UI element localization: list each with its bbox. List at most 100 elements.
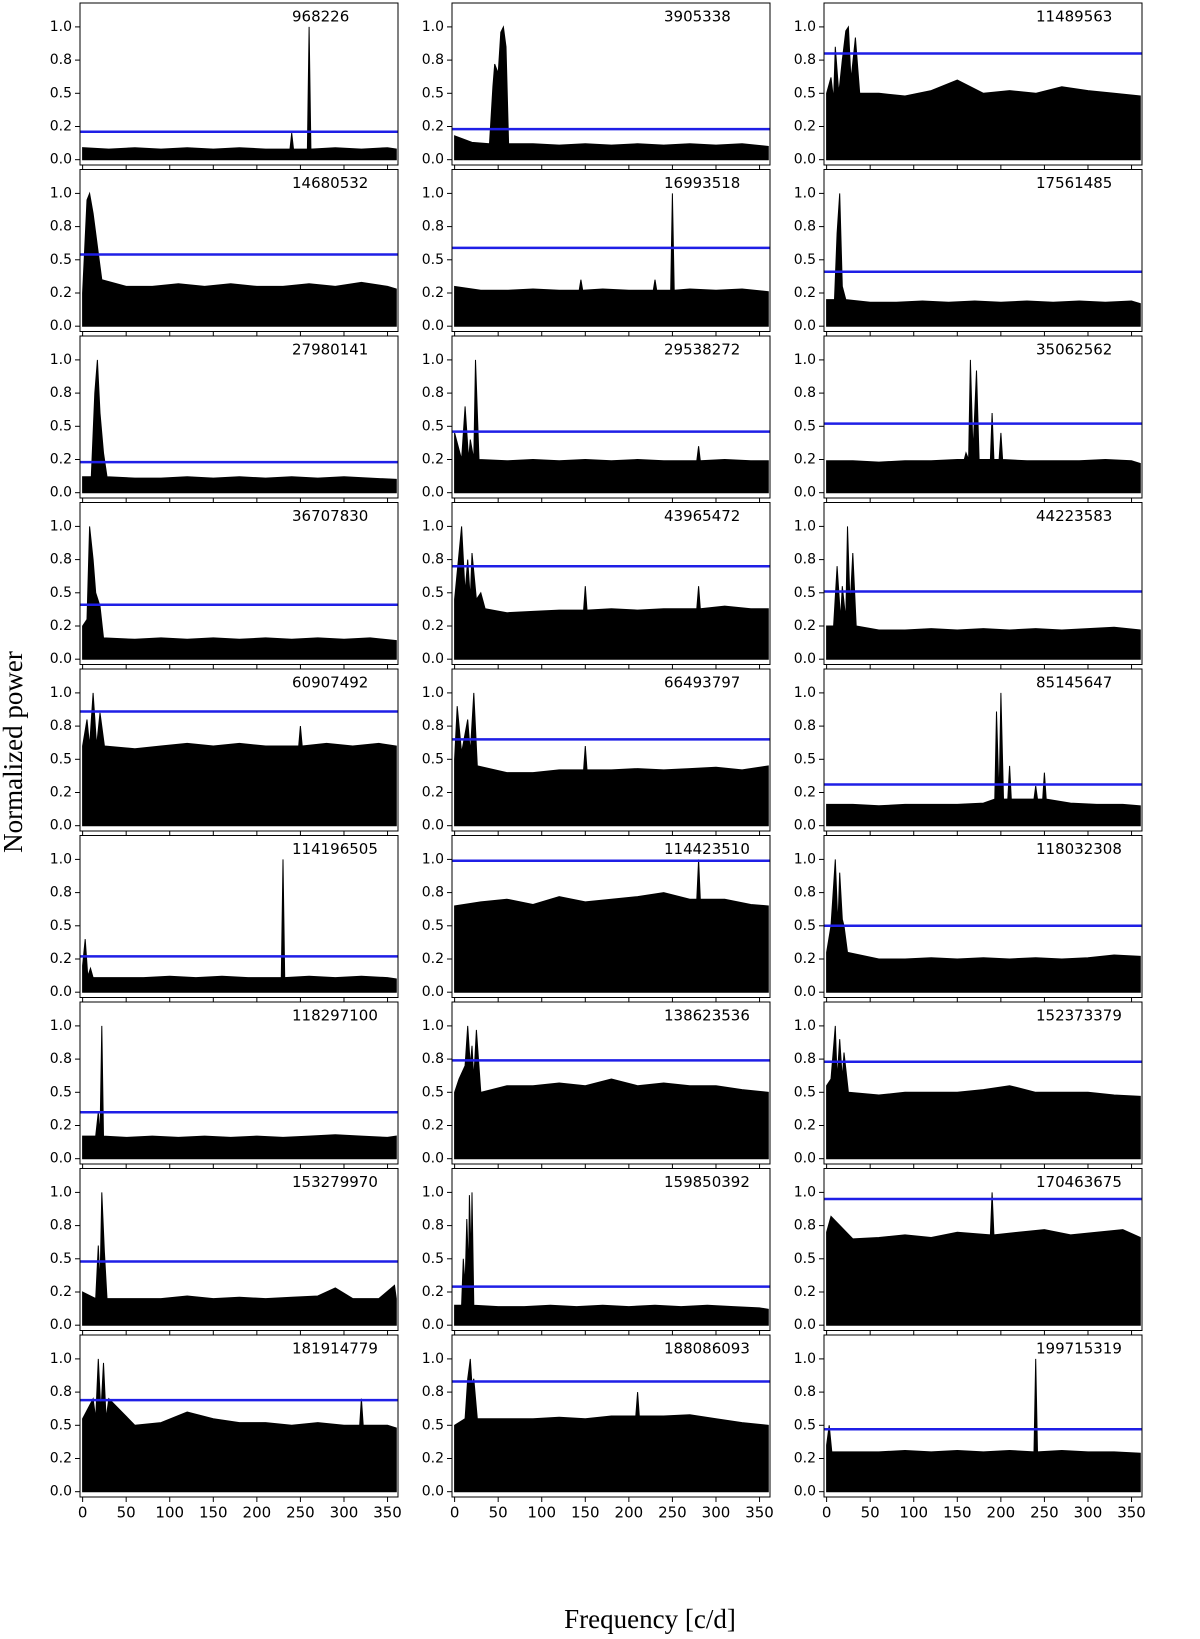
plot-area (452, 1025, 770, 1160)
y-tick-label: 1.0 (50, 685, 72, 701)
y-tick-label: 1.0 (422, 1351, 444, 1367)
y-tick-label: 0.8 (794, 1218, 816, 1234)
panel-frame (451, 2, 771, 166)
y-tick-label: 0.0 (794, 1484, 816, 1500)
y-tick-label: 0.8 (794, 885, 816, 901)
panel-title: 44223583 (1036, 507, 1112, 525)
panel-title: 159850392 (664, 1173, 750, 1191)
panel-frame (79, 2, 399, 166)
plot-area (80, 1192, 398, 1326)
power-spectrum (82, 26, 397, 161)
power-spectrum (826, 25, 1141, 161)
y-tick-label: 0.5 (794, 418, 816, 434)
panel: 11489563 0.0 0.2 0.5 0.8 1.0 (794, 2, 1143, 170)
y-tick-label: 1.0 (794, 19, 816, 35)
power-spectrum (454, 1025, 769, 1160)
panel-frame (823, 1001, 1143, 1165)
y-tick-label: 0.2 (794, 951, 816, 967)
panel-frame (451, 835, 771, 998)
panel: 114423510 0.0 0.2 0.5 0.8 1.0 (422, 835, 771, 1003)
panel-title: 181914779 (292, 1340, 378, 1358)
panel: 14680532 0.0 0.2 0.5 0.8 1.0 (50, 169, 399, 337)
y-tick-label: 0.2 (422, 118, 444, 134)
panel: 27980141 0.0 0.2 0.5 0.8 1.0 (50, 335, 399, 503)
y-tick-label: 0.0 (50, 1317, 72, 1333)
y-tick-label: 0.5 (422, 1417, 444, 1433)
panel-title: 3905338 (664, 8, 731, 26)
y-tick-label: 0.8 (50, 52, 72, 68)
panel-title: 152373379 (1036, 1007, 1122, 1025)
panel-title: 11489563 (1036, 8, 1112, 26)
power-spectrum (82, 859, 397, 993)
power-spectrum (826, 1025, 1141, 1160)
y-tick-label: 0.5 (422, 85, 444, 101)
y-tick-label: 0.8 (422, 718, 444, 734)
y-tick-label: 0.8 (794, 718, 816, 734)
y-tick-label: 0.0 (422, 152, 444, 168)
panel-frame (823, 1168, 1143, 1331)
panel-title: 16993518 (664, 174, 740, 192)
panel: 114196505 0.0 0.2 0.5 0.8 1.0 (50, 835, 399, 1003)
panel-frame (451, 1001, 771, 1165)
y-tick-label: 1.0 (50, 352, 72, 368)
panel: 199715319 0.0 0.2 0.5 0.8 1.0 0 50 100 150 200 250 3… (794, 1334, 1146, 1522)
panel: 138623536 0.0 0.2 0.5 0.8 1.0 (422, 1001, 771, 1169)
plot-area (80, 1025, 398, 1160)
panel-frame (79, 835, 399, 998)
y-tick-label: 0.5 (794, 1084, 816, 1100)
panel-frame (79, 335, 399, 499)
plot-area (824, 359, 1142, 494)
x-tick-label: 200 (243, 1504, 272, 1522)
x-tick-label: 150 (943, 1504, 972, 1522)
y-tick-label: 0.8 (794, 552, 816, 568)
power-spectrum (826, 526, 1141, 660)
y-tick-label: 0.2 (422, 285, 444, 301)
y-tick-label: 0.0 (50, 984, 72, 1000)
y-tick-label: 0.0 (422, 818, 444, 834)
panel-title: 138623536 (664, 1007, 750, 1025)
y-tick-label: 0.8 (422, 1384, 444, 1400)
panel-frame (451, 668, 771, 832)
panel-title: 14680532 (292, 174, 368, 192)
y-tick-label: 0.8 (794, 219, 816, 235)
plot-area (80, 692, 398, 827)
y-tick-label: 0.5 (50, 85, 72, 101)
y-tick-label: 0.8 (50, 552, 72, 568)
y-tick-label: 0.2 (50, 784, 72, 800)
y-tick-label: 0.8 (794, 385, 816, 401)
y-tick-label: 1.0 (422, 685, 444, 701)
panel: 66493797 0.0 0.2 0.5 0.8 1.0 (422, 668, 771, 836)
plot-area (80, 359, 398, 494)
plot-area (452, 526, 770, 660)
y-tick-label: 0.2 (422, 1284, 444, 1300)
y-tick-label: 0.8 (50, 1218, 72, 1234)
y-tick-label: 0.0 (422, 1484, 444, 1500)
power-spectrum (826, 193, 1141, 327)
panel-frame (79, 1168, 399, 1331)
panel: 43965472 0.0 0.2 0.5 0.8 1.0 (422, 502, 771, 670)
y-tick-label: 0.2 (50, 1450, 72, 1466)
y-axis-label: Normalized power (0, 651, 28, 853)
power-spectrum (82, 526, 397, 660)
y-tick-label: 0.2 (50, 1284, 72, 1300)
y-tick-label: 0.5 (50, 418, 72, 434)
y-tick-label: 1.0 (50, 518, 72, 534)
panel: 3905338 0.0 0.2 0.5 0.8 1.0 (422, 2, 771, 170)
y-tick-label: 0.5 (50, 252, 72, 268)
panel-title: 29538272 (664, 341, 740, 359)
plot-area (80, 859, 398, 993)
y-tick-label: 0.8 (422, 219, 444, 235)
y-tick-label: 0.8 (422, 552, 444, 568)
panel-title: 35062562 (1036, 341, 1112, 359)
panel: 181914779 0.0 0.2 0.5 0.8 1.0 0 50 100 150 200 250 3… (50, 1334, 402, 1522)
power-spectrum (454, 193, 769, 327)
y-tick-label: 0.5 (794, 918, 816, 934)
y-tick-label: 1.0 (422, 1184, 444, 1200)
panel-frame (79, 502, 399, 665)
plot-area (452, 859, 770, 993)
x-tick-label: 100 (155, 1504, 184, 1522)
plot-area (824, 1192, 1142, 1326)
panel: 159850392 0.0 0.2 0.5 0.8 1.0 (422, 1168, 771, 1336)
